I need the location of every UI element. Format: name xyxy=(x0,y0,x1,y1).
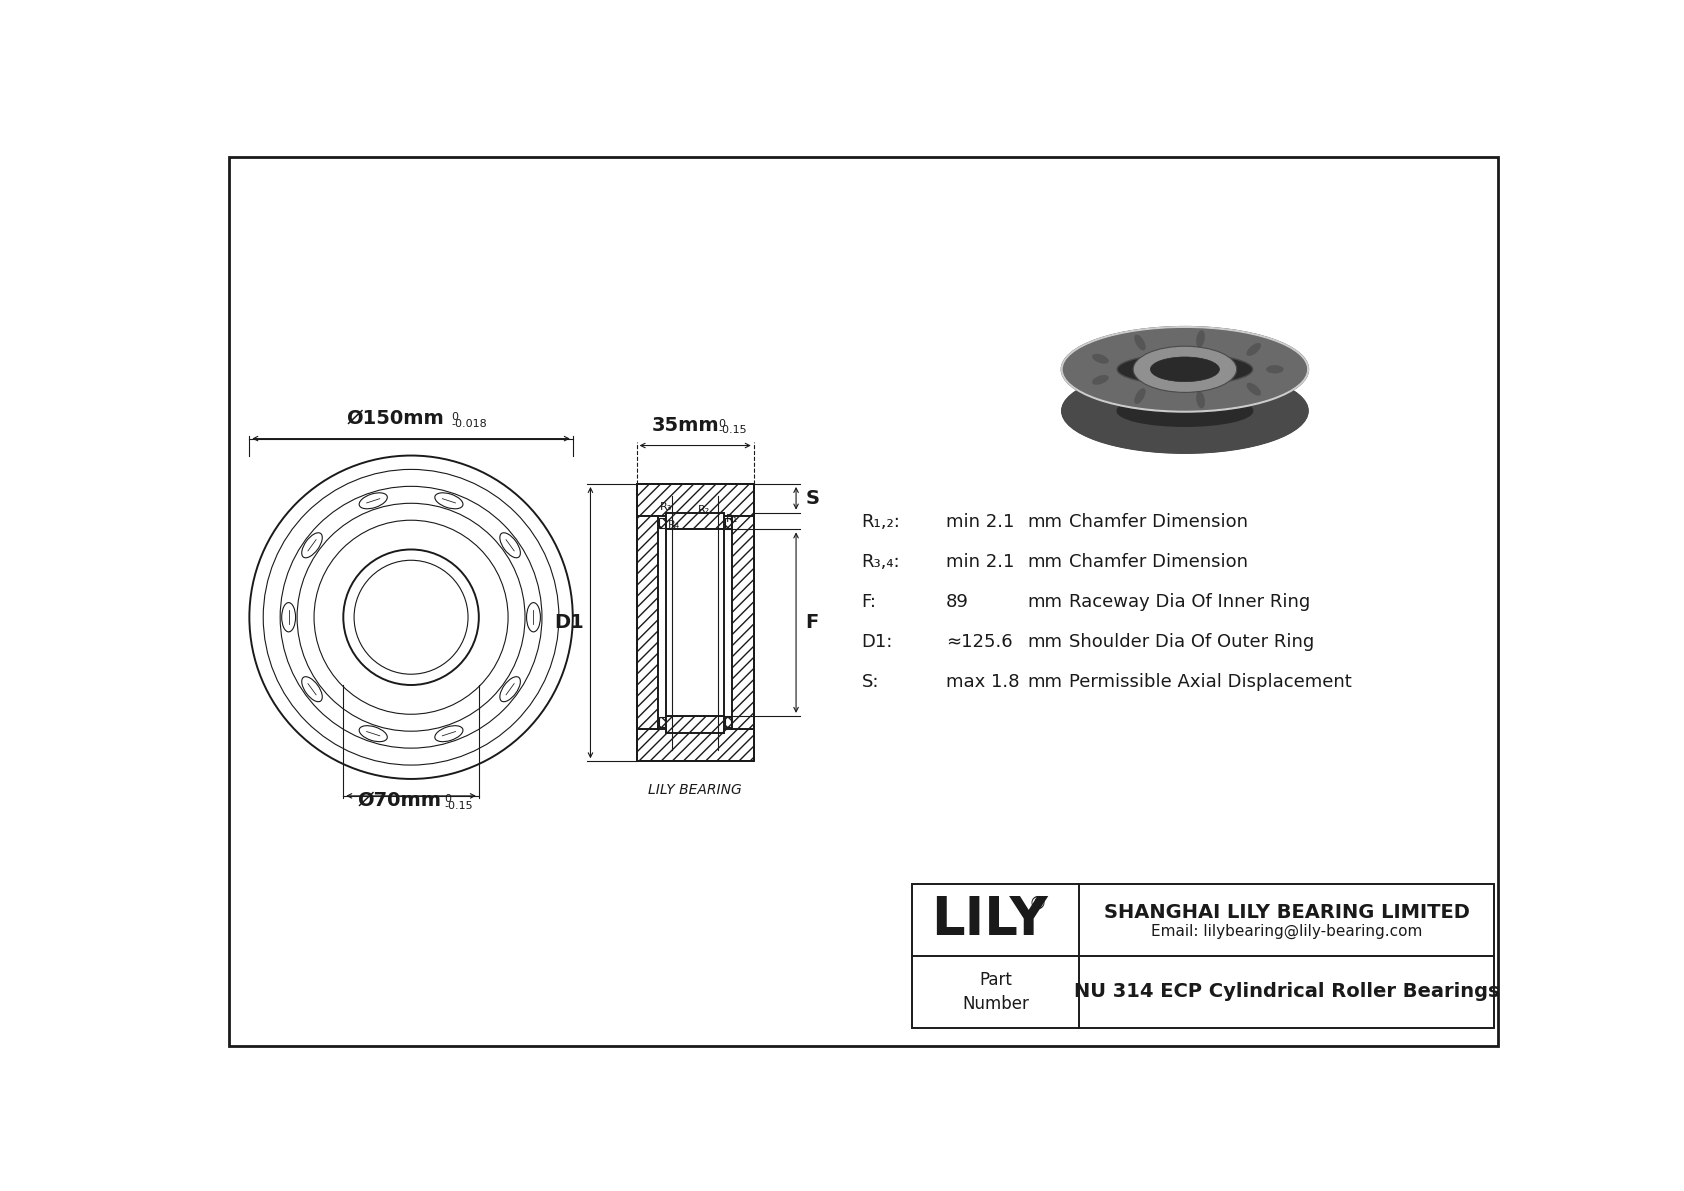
Text: 0: 0 xyxy=(451,412,458,422)
Ellipse shape xyxy=(1093,375,1108,385)
Ellipse shape xyxy=(1133,347,1236,392)
Text: R₁: R₁ xyxy=(726,515,738,524)
Bar xyxy=(665,530,724,716)
Text: -0.018: -0.018 xyxy=(451,418,487,429)
Text: R₁,₂:: R₁,₂: xyxy=(862,513,901,531)
Text: R₃,₄:: R₃,₄: xyxy=(862,554,901,572)
Text: SHANGHAI LILY BEARING LIMITED: SHANGHAI LILY BEARING LIMITED xyxy=(1105,903,1470,922)
Text: S: S xyxy=(805,488,820,507)
Ellipse shape xyxy=(1116,354,1253,385)
Text: R₃: R₃ xyxy=(660,501,672,512)
Ellipse shape xyxy=(1150,357,1219,381)
Bar xyxy=(658,717,665,728)
Text: R₄: R₄ xyxy=(667,520,680,530)
Ellipse shape xyxy=(1196,330,1204,348)
Ellipse shape xyxy=(1266,366,1283,373)
Text: Chamfer Dimension: Chamfer Dimension xyxy=(1069,554,1248,572)
Text: mm: mm xyxy=(1027,513,1063,531)
Bar xyxy=(733,517,754,729)
Text: LILY BEARING: LILY BEARING xyxy=(648,782,743,797)
Text: ®: ® xyxy=(1029,894,1047,912)
Text: 0: 0 xyxy=(445,793,451,804)
Bar xyxy=(665,512,724,530)
Text: Ø70mm: Ø70mm xyxy=(357,791,441,810)
Ellipse shape xyxy=(1093,354,1108,363)
Text: min 2.1: min 2.1 xyxy=(946,554,1014,572)
Text: LILY: LILY xyxy=(931,894,1047,946)
Text: min 2.1: min 2.1 xyxy=(946,513,1014,531)
Ellipse shape xyxy=(1246,343,1261,356)
Bar xyxy=(726,518,731,528)
Text: Shoulder Dia Of Outer Ring: Shoulder Dia Of Outer Ring xyxy=(1069,634,1315,651)
Text: mm: mm xyxy=(1027,593,1063,611)
Text: max 1.8: max 1.8 xyxy=(946,673,1021,692)
Ellipse shape xyxy=(1061,368,1308,454)
Text: NU 314 ECP Cylindrical Roller Bearings: NU 314 ECP Cylindrical Roller Bearings xyxy=(1074,983,1500,1002)
Text: -0.15: -0.15 xyxy=(445,800,473,811)
Text: Ø150mm: Ø150mm xyxy=(347,409,445,428)
Text: Part
Number: Part Number xyxy=(962,971,1029,1012)
Polygon shape xyxy=(1061,328,1186,454)
Bar xyxy=(637,484,754,517)
Text: -0.15: -0.15 xyxy=(719,425,748,435)
Text: ≈125.6: ≈125.6 xyxy=(946,634,1012,651)
Text: mm: mm xyxy=(1027,673,1063,692)
Text: 35mm: 35mm xyxy=(652,416,719,435)
Ellipse shape xyxy=(1135,335,1145,350)
Bar xyxy=(658,518,665,528)
Ellipse shape xyxy=(1196,392,1204,409)
Ellipse shape xyxy=(1061,328,1308,412)
Polygon shape xyxy=(1186,328,1308,454)
Text: F: F xyxy=(805,613,818,632)
Bar xyxy=(637,517,658,729)
Ellipse shape xyxy=(1246,384,1261,395)
Text: R₂: R₂ xyxy=(699,505,711,515)
Text: S:: S: xyxy=(862,673,879,692)
Text: mm: mm xyxy=(1027,634,1063,651)
Text: D1: D1 xyxy=(554,613,584,632)
Text: mm: mm xyxy=(1027,554,1063,572)
Bar xyxy=(637,729,754,761)
Bar xyxy=(637,484,754,761)
Text: Permissible Axial Displacement: Permissible Axial Displacement xyxy=(1069,673,1352,692)
Text: D1:: D1: xyxy=(862,634,893,651)
Text: F:: F: xyxy=(862,593,876,611)
Bar xyxy=(665,716,724,732)
Text: 89: 89 xyxy=(946,593,968,611)
Bar xyxy=(911,885,1494,1028)
Ellipse shape xyxy=(1116,395,1253,426)
Text: Chamfer Dimension: Chamfer Dimension xyxy=(1069,513,1248,531)
Bar xyxy=(726,717,731,728)
Text: Email: lilybearing@lily-bearing.com: Email: lilybearing@lily-bearing.com xyxy=(1152,923,1423,939)
Text: 0: 0 xyxy=(719,418,726,429)
Ellipse shape xyxy=(1135,388,1145,404)
Text: Raceway Dia Of Inner Ring: Raceway Dia Of Inner Ring xyxy=(1069,593,1310,611)
